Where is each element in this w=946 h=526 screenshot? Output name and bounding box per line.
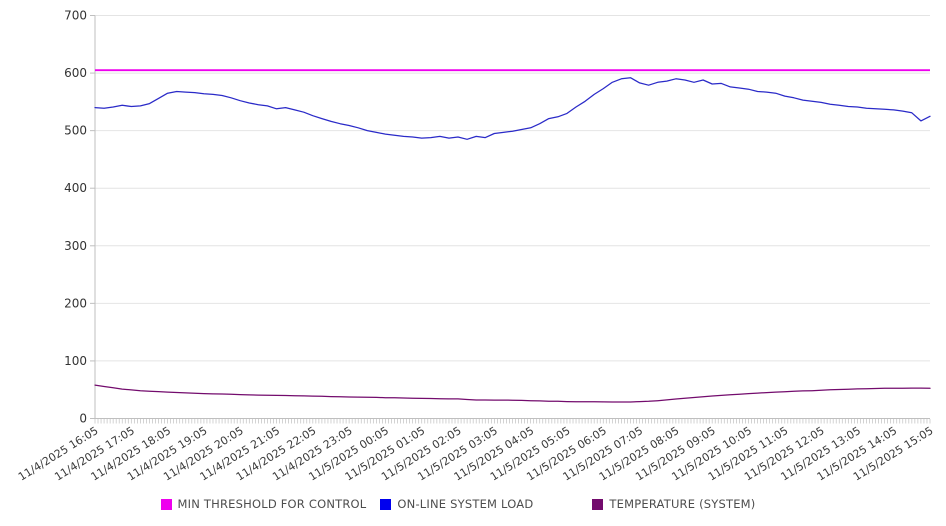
- series-line-1: [94, 77, 931, 140]
- legend-item-online-system-load: ON-LINE SYSTEM LOAD: [380, 497, 533, 511]
- legend-label-temperature-system: TEMPERATURE (SYSTEM): [609, 497, 756, 511]
- y-axis-label-400: 400: [64, 181, 87, 195]
- legend-swatch-blue-icon: [380, 498, 392, 510]
- legend-label-min-threshold: MIN THRESHOLD FOR CONTROL: [177, 497, 367, 511]
- y-axis-label-300: 300: [64, 239, 87, 253]
- y-axis-label-100: 100: [64, 354, 87, 368]
- y-axis-label-600: 600: [64, 66, 87, 80]
- y-axis-label-0: 0: [79, 412, 87, 426]
- y-axis-label-200: 200: [64, 296, 87, 310]
- legend-item-temperature-system: TEMPERATURE (SYSTEM): [592, 497, 755, 511]
- legend-item-min-threshold: MIN THRESHOLD FOR CONTROL: [160, 497, 367, 511]
- legend-swatch-purple-icon: [592, 498, 604, 510]
- y-axis-label-500: 500: [64, 124, 87, 138]
- chart-legend: MIN THRESHOLD FOR CONTROL ON-LINE SYSTEM…: [0, 497, 946, 511]
- series-line-2: [94, 384, 931, 403]
- legend-label-online-system-load: ON-LINE SYSTEM LOAD: [397, 497, 534, 511]
- y-axis-label-700: 700: [64, 9, 87, 23]
- legend-swatch-magenta-icon: [160, 498, 172, 510]
